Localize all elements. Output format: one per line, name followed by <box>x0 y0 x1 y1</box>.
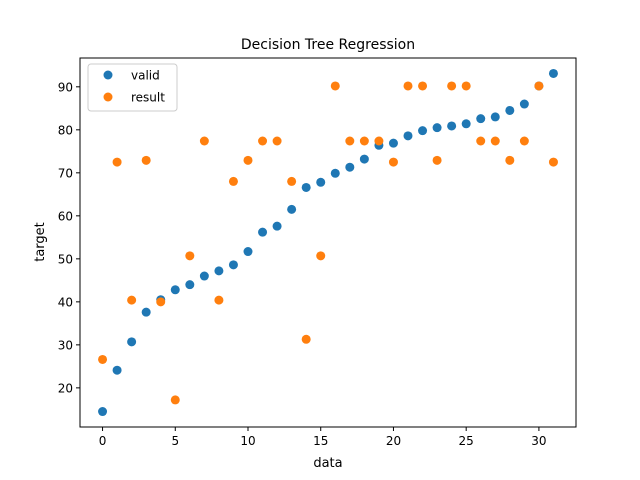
x-axis-label: data <box>313 456 342 471</box>
y-axis-label: target <box>33 222 48 262</box>
point-result-19 <box>374 136 384 146</box>
point-result-27 <box>490 136 500 146</box>
point-valid-6 <box>185 280 195 290</box>
legend-label-result: result <box>131 91 165 105</box>
x-tick-label-0: 0 <box>99 434 107 448</box>
point-result-2 <box>127 295 137 305</box>
y-tick-label-40: 40 <box>58 295 73 309</box>
point-result-5 <box>170 395 180 405</box>
x-tick-label-10: 10 <box>240 434 255 448</box>
point-result-31 <box>548 157 558 167</box>
point-valid-7 <box>199 271 209 281</box>
x-tick-label-5: 5 <box>171 434 179 448</box>
legend-marker-result <box>103 92 113 102</box>
y-tick-label-90: 90 <box>58 80 73 94</box>
x-tick-label-30: 30 <box>531 434 546 448</box>
point-result-25 <box>461 81 471 91</box>
point-result-14 <box>301 334 311 344</box>
chart-title: Decision Tree Regression <box>241 37 415 53</box>
point-result-16 <box>330 81 340 91</box>
legend-marker-valid <box>103 70 113 80</box>
y-tick-label-70: 70 <box>58 166 73 180</box>
x-axis-ticks: 0 5 10 15 20 25 30 <box>99 427 547 448</box>
point-result-10 <box>243 155 253 165</box>
point-valid-2 <box>127 337 137 347</box>
x-tick-label-20: 20 <box>386 434 401 448</box>
point-valid-3 <box>141 307 151 317</box>
legend-label-valid: valid <box>131 69 160 83</box>
point-result-7 <box>199 136 209 146</box>
points-layer <box>98 68 558 417</box>
point-result-24 <box>447 81 457 91</box>
y-axis-ticks: 20 30 40 50 60 70 80 90 <box>58 80 80 395</box>
point-valid-15 <box>316 177 326 187</box>
point-valid-29 <box>519 99 529 109</box>
point-valid-31 <box>548 68 558 78</box>
point-valid-16 <box>330 168 340 178</box>
y-tick-label-30: 30 <box>58 338 73 352</box>
point-valid-11 <box>258 227 268 237</box>
point-result-0 <box>98 354 108 364</box>
point-valid-9 <box>228 260 238 270</box>
point-result-12 <box>272 136 282 146</box>
point-valid-26 <box>476 114 486 124</box>
point-result-6 <box>185 251 195 261</box>
x-tick-label-25: 25 <box>459 434 474 448</box>
point-valid-21 <box>403 131 413 141</box>
point-valid-5 <box>170 285 180 295</box>
x-tick-label-15: 15 <box>313 434 328 448</box>
point-valid-27 <box>490 112 500 122</box>
point-result-23 <box>432 155 442 165</box>
point-valid-8 <box>214 266 224 276</box>
point-valid-25 <box>461 119 471 129</box>
point-valid-10 <box>243 247 253 257</box>
point-result-9 <box>228 176 238 186</box>
point-result-18 <box>359 136 369 146</box>
point-valid-12 <box>272 221 282 231</box>
point-result-26 <box>476 136 486 146</box>
point-result-13 <box>287 176 297 186</box>
plot-area <box>80 58 576 427</box>
point-valid-24 <box>447 121 457 131</box>
point-valid-14 <box>301 182 311 192</box>
point-valid-18 <box>359 154 369 164</box>
point-valid-22 <box>418 126 428 136</box>
point-valid-17 <box>345 162 355 172</box>
y-tick-label-20: 20 <box>58 381 73 395</box>
plot-frame <box>79 57 577 428</box>
point-result-29 <box>519 136 529 146</box>
point-valid-1 <box>112 365 122 375</box>
point-result-11 <box>258 136 268 146</box>
point-result-8 <box>214 295 224 305</box>
point-result-28 <box>505 155 515 165</box>
point-result-17 <box>345 136 355 146</box>
legend: valid result <box>87 63 178 112</box>
point-result-15 <box>316 251 326 261</box>
point-result-30 <box>534 81 544 91</box>
point-valid-28 <box>505 105 515 115</box>
y-tick-label-60: 60 <box>58 209 73 223</box>
point-valid-23 <box>432 123 442 133</box>
point-result-21 <box>403 81 413 91</box>
point-result-3 <box>141 155 151 165</box>
point-valid-20 <box>388 138 398 148</box>
point-result-22 <box>418 81 428 91</box>
y-tick-label-80: 80 <box>58 123 73 137</box>
point-result-4 <box>156 297 166 307</box>
point-valid-0 <box>98 407 108 417</box>
y-tick-label-50: 50 <box>58 252 73 266</box>
point-result-20 <box>388 157 398 167</box>
point-result-1 <box>112 157 122 167</box>
point-valid-13 <box>287 204 297 214</box>
